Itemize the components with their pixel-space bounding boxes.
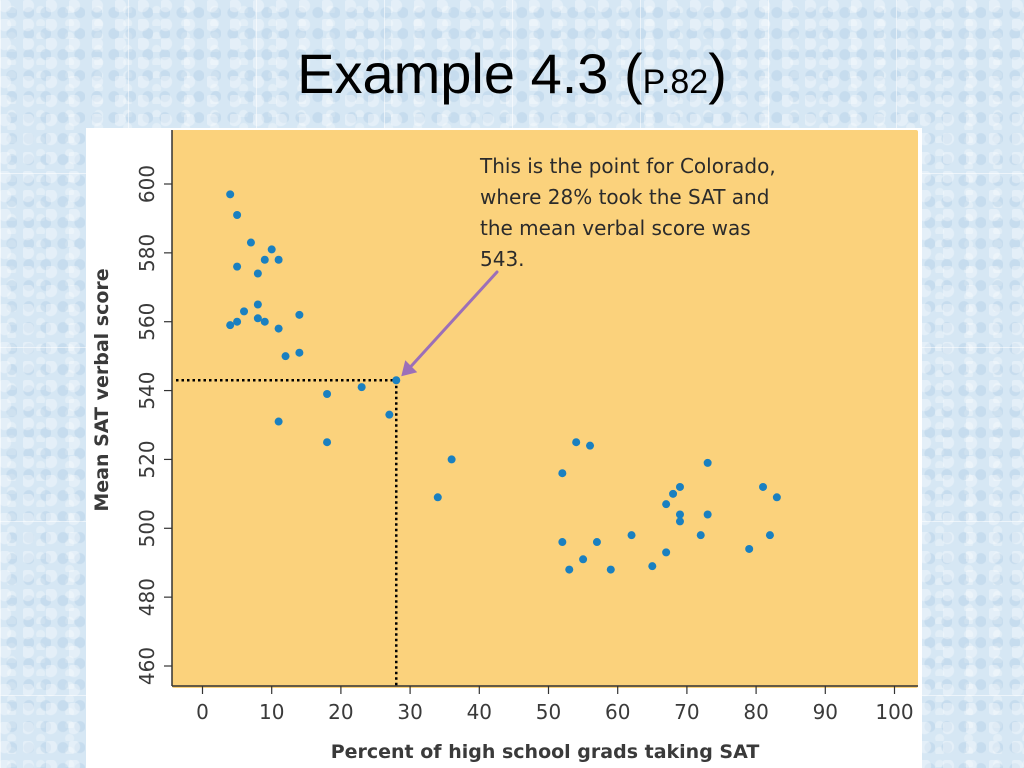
scatter-point <box>253 314 262 323</box>
x-tick-label: 40 <box>467 700 492 724</box>
slide-title-close: ) <box>708 42 727 105</box>
scatter-point <box>260 255 269 264</box>
x-tick-label: 70 <box>674 700 699 724</box>
annotation-line: 543. <box>480 247 525 271</box>
scatter-point <box>675 510 684 519</box>
scatter-point <box>586 441 595 450</box>
colorado-annotation: This is the point for Colorado, where 28%… <box>479 154 776 271</box>
scatter-points <box>226 190 781 574</box>
colorado-guide-lines <box>176 378 398 686</box>
x-axis-ticks: 0 10 20 30 40 50 60 70 80 90 100 <box>196 686 914 724</box>
scatter-point <box>226 190 235 199</box>
scatter-point <box>295 348 304 357</box>
y-tick-label: 600 <box>135 165 159 203</box>
scatter-point <box>240 307 249 316</box>
x-tick-label: 20 <box>328 700 353 724</box>
x-tick-label: 80 <box>743 700 768 724</box>
scatter-point <box>274 324 283 333</box>
scatter-point <box>253 300 262 309</box>
scatter-point <box>233 262 242 271</box>
scatter-point <box>662 548 671 557</box>
scatter-point <box>606 565 615 574</box>
scatter-chart: 0 10 20 30 40 50 60 70 80 90 100 460 480 500 520 540 56… <box>86 128 922 768</box>
scatter-point <box>253 269 262 278</box>
scatter-point <box>662 500 671 509</box>
scatter-point <box>675 482 684 491</box>
scatter-point <box>675 517 684 526</box>
annotation-line: the mean verbal score was <box>480 216 751 240</box>
scatter-point <box>323 390 332 399</box>
scatter-point <box>385 410 394 419</box>
arrow-head <box>401 360 418 377</box>
scatter-point <box>696 531 705 540</box>
scatter-point <box>233 210 242 219</box>
scatter-point <box>592 538 601 547</box>
y-tick-label: 480 <box>135 578 159 616</box>
scatter-point <box>765 531 774 540</box>
scatter-point <box>627 531 636 540</box>
scatter-point <box>260 317 269 326</box>
annotation-line: where 28% took the SAT and <box>480 185 769 209</box>
scatter-point <box>226 321 235 330</box>
y-tick-label: 520 <box>135 440 159 478</box>
scatter-point <box>558 538 567 547</box>
scatter-point <box>447 455 456 464</box>
scatter-point <box>281 352 290 361</box>
y-axis-ticks: 460 480 500 520 540 560 580 600 <box>135 165 172 685</box>
scatter-point <box>579 555 588 564</box>
scatter-point <box>323 438 332 447</box>
scatter-point <box>274 417 283 426</box>
scatter-point <box>392 376 401 385</box>
slide-title-main: Example 4.3 ( <box>297 42 643 105</box>
scatter-point <box>565 565 574 574</box>
scatter-point <box>267 245 276 254</box>
scatter-point <box>759 482 768 491</box>
x-tick-label: 90 <box>813 700 838 724</box>
scatter-point <box>274 255 283 264</box>
scatter-point <box>433 493 442 502</box>
y-tick-label: 540 <box>135 371 159 409</box>
y-tick-label: 560 <box>135 303 159 341</box>
scatter-point <box>648 562 657 571</box>
y-tick-label: 580 <box>135 234 159 272</box>
scatter-point <box>357 383 366 392</box>
scatter-point <box>745 544 754 553</box>
x-tick-label: 0 <box>196 700 209 724</box>
annotation-arrow <box>401 270 499 377</box>
scatter-figure: 0 10 20 30 40 50 60 70 80 90 100 460 480 500 520 540 56… <box>86 128 922 768</box>
scatter-point <box>572 438 581 447</box>
x-tick-label: 100 <box>875 700 913 724</box>
scatter-point <box>295 310 304 319</box>
scatter-point <box>233 317 242 326</box>
y-tick-label: 500 <box>135 509 159 547</box>
arrow-shaft <box>407 270 499 370</box>
y-tick-label: 460 <box>135 647 159 685</box>
x-tick-label: 60 <box>605 700 630 724</box>
scatter-point <box>703 510 712 519</box>
x-tick-label: 50 <box>536 700 561 724</box>
scatter-point <box>772 493 781 502</box>
slide-title-page-ref: P.82 <box>642 63 709 101</box>
x-tick-label: 30 <box>397 700 422 724</box>
scatter-point <box>669 489 678 498</box>
plot-area <box>172 130 918 688</box>
x-tick-label: 10 <box>259 700 284 724</box>
y-axis-label: Mean SAT verbal score <box>91 268 113 511</box>
scatter-point <box>558 469 567 478</box>
scatter-point <box>246 238 255 247</box>
slide-title: Example 4.3 (P.82) <box>0 40 1024 107</box>
scatter-point <box>703 458 712 467</box>
x-axis-label: Percent of high school grads taking SAT <box>331 741 760 763</box>
annotation-line: This is the point for Colorado, <box>479 154 776 178</box>
